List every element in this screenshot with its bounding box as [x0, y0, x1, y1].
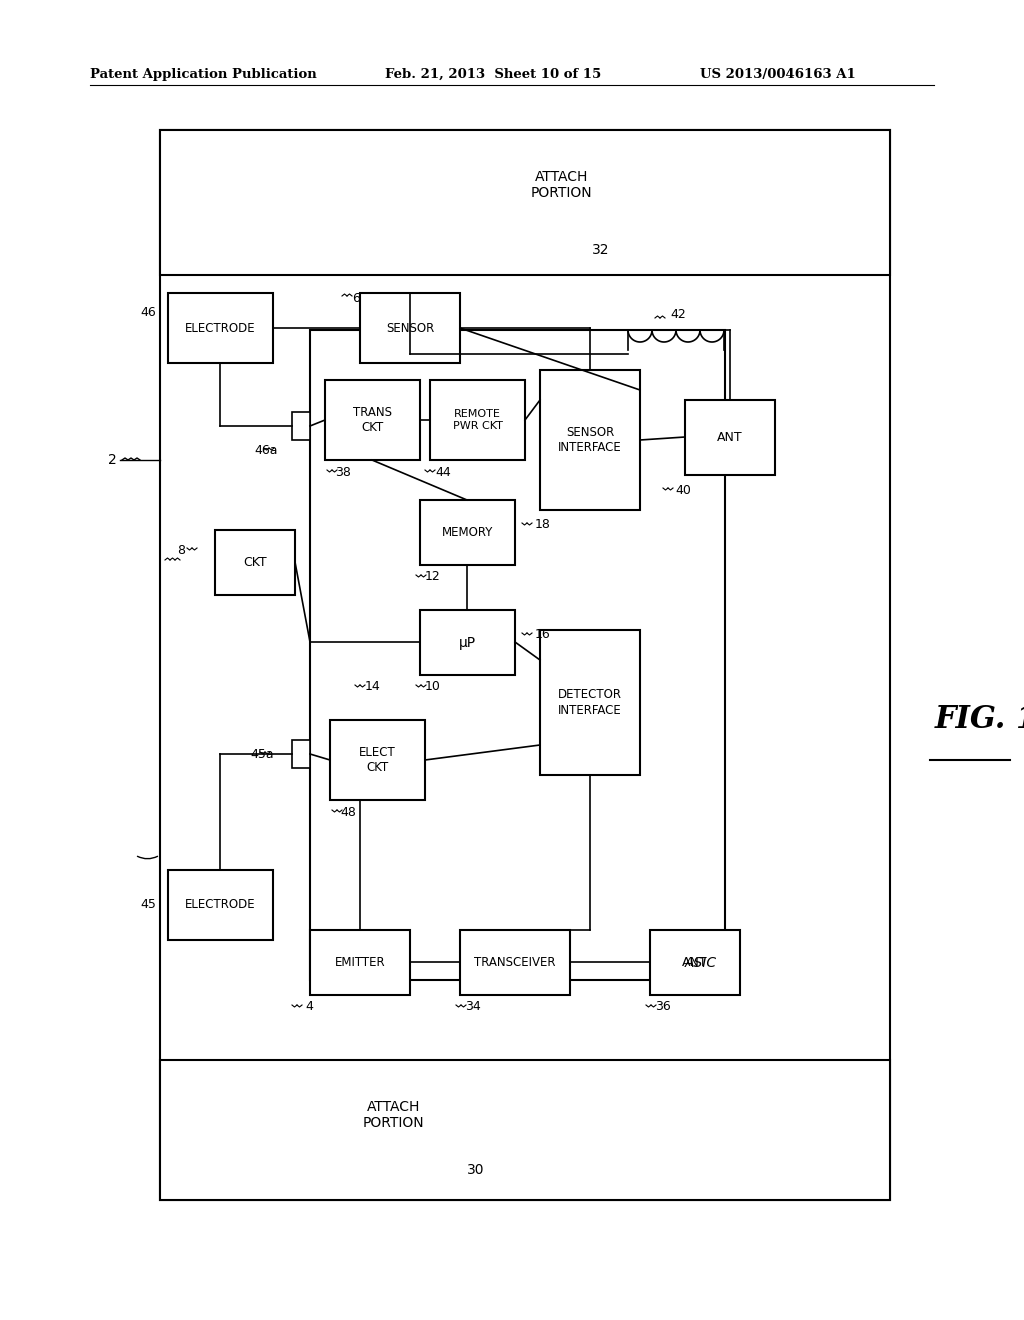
Text: Feb. 21, 2013  Sheet 10 of 15: Feb. 21, 2013 Sheet 10 of 15: [385, 69, 601, 81]
Text: CKT: CKT: [243, 556, 267, 569]
Text: μP: μP: [459, 635, 476, 649]
Text: MEMORY: MEMORY: [441, 525, 494, 539]
Text: TRANSCEIVER: TRANSCEIVER: [474, 956, 556, 969]
Text: 8: 8: [177, 544, 185, 557]
Text: FIG. 10: FIG. 10: [935, 705, 1024, 735]
Bar: [360, 293, 460, 363]
Text: 45a: 45a: [250, 747, 273, 760]
Text: 44: 44: [435, 466, 451, 479]
Text: ASIC: ASIC: [685, 956, 717, 970]
Bar: [160, 129, 890, 275]
Text: 46: 46: [140, 306, 156, 319]
Text: ATTACH
PORTION: ATTACH PORTION: [362, 1100, 424, 1130]
Text: REMOTE
PWR CKT: REMOTE PWR CKT: [453, 409, 503, 430]
Text: US 2013/0046163 A1: US 2013/0046163 A1: [700, 69, 856, 81]
Text: TRANS
CKT: TRANS CKT: [353, 407, 392, 434]
Text: 2: 2: [108, 453, 117, 467]
Bar: [325, 380, 420, 459]
Bar: [430, 380, 525, 459]
Bar: [310, 931, 410, 995]
Text: 36: 36: [655, 1001, 671, 1014]
Text: 30: 30: [467, 1163, 484, 1177]
Bar: [460, 931, 570, 995]
Text: 45: 45: [140, 899, 156, 912]
Text: 46a: 46a: [254, 444, 278, 457]
Text: EMITTER: EMITTER: [335, 956, 385, 969]
Text: SENSOR
INTERFACE: SENSOR INTERFACE: [558, 426, 622, 454]
Text: 48: 48: [340, 805, 356, 818]
Bar: [310, 330, 725, 979]
Bar: [160, 129, 890, 1200]
Text: ELECT
CKT: ELECT CKT: [359, 746, 396, 774]
Text: ANT: ANT: [682, 956, 708, 969]
Text: 42: 42: [670, 309, 686, 322]
Text: 6: 6: [352, 292, 359, 305]
Bar: [292, 741, 310, 768]
Bar: [540, 370, 640, 510]
Text: ATTACH
PORTION: ATTACH PORTION: [530, 170, 592, 201]
Text: 4: 4: [305, 1001, 313, 1014]
Text: Patent Application Publication: Patent Application Publication: [90, 69, 316, 81]
Bar: [215, 531, 295, 595]
Bar: [292, 412, 310, 440]
Text: ELECTRODE: ELECTRODE: [185, 322, 256, 334]
Bar: [420, 610, 515, 675]
Bar: [540, 630, 640, 775]
Bar: [168, 870, 273, 940]
Text: 18: 18: [535, 519, 551, 532]
Text: 40: 40: [675, 483, 691, 496]
Bar: [650, 931, 740, 995]
Text: 10: 10: [425, 681, 441, 693]
Text: 34: 34: [465, 1001, 480, 1014]
Text: 32: 32: [592, 243, 609, 257]
Bar: [168, 293, 273, 363]
Text: SENSOR: SENSOR: [386, 322, 434, 334]
Text: ANT: ANT: [717, 432, 742, 444]
Text: 12: 12: [425, 570, 440, 583]
Text: DETECTOR
INTERFACE: DETECTOR INTERFACE: [558, 689, 622, 717]
Text: 14: 14: [365, 681, 381, 693]
Bar: [420, 500, 515, 565]
Bar: [160, 1060, 890, 1200]
Bar: [685, 400, 775, 475]
Text: 16: 16: [535, 628, 551, 642]
Bar: [330, 719, 425, 800]
Text: 38: 38: [335, 466, 351, 479]
Text: ELECTRODE: ELECTRODE: [185, 899, 256, 912]
